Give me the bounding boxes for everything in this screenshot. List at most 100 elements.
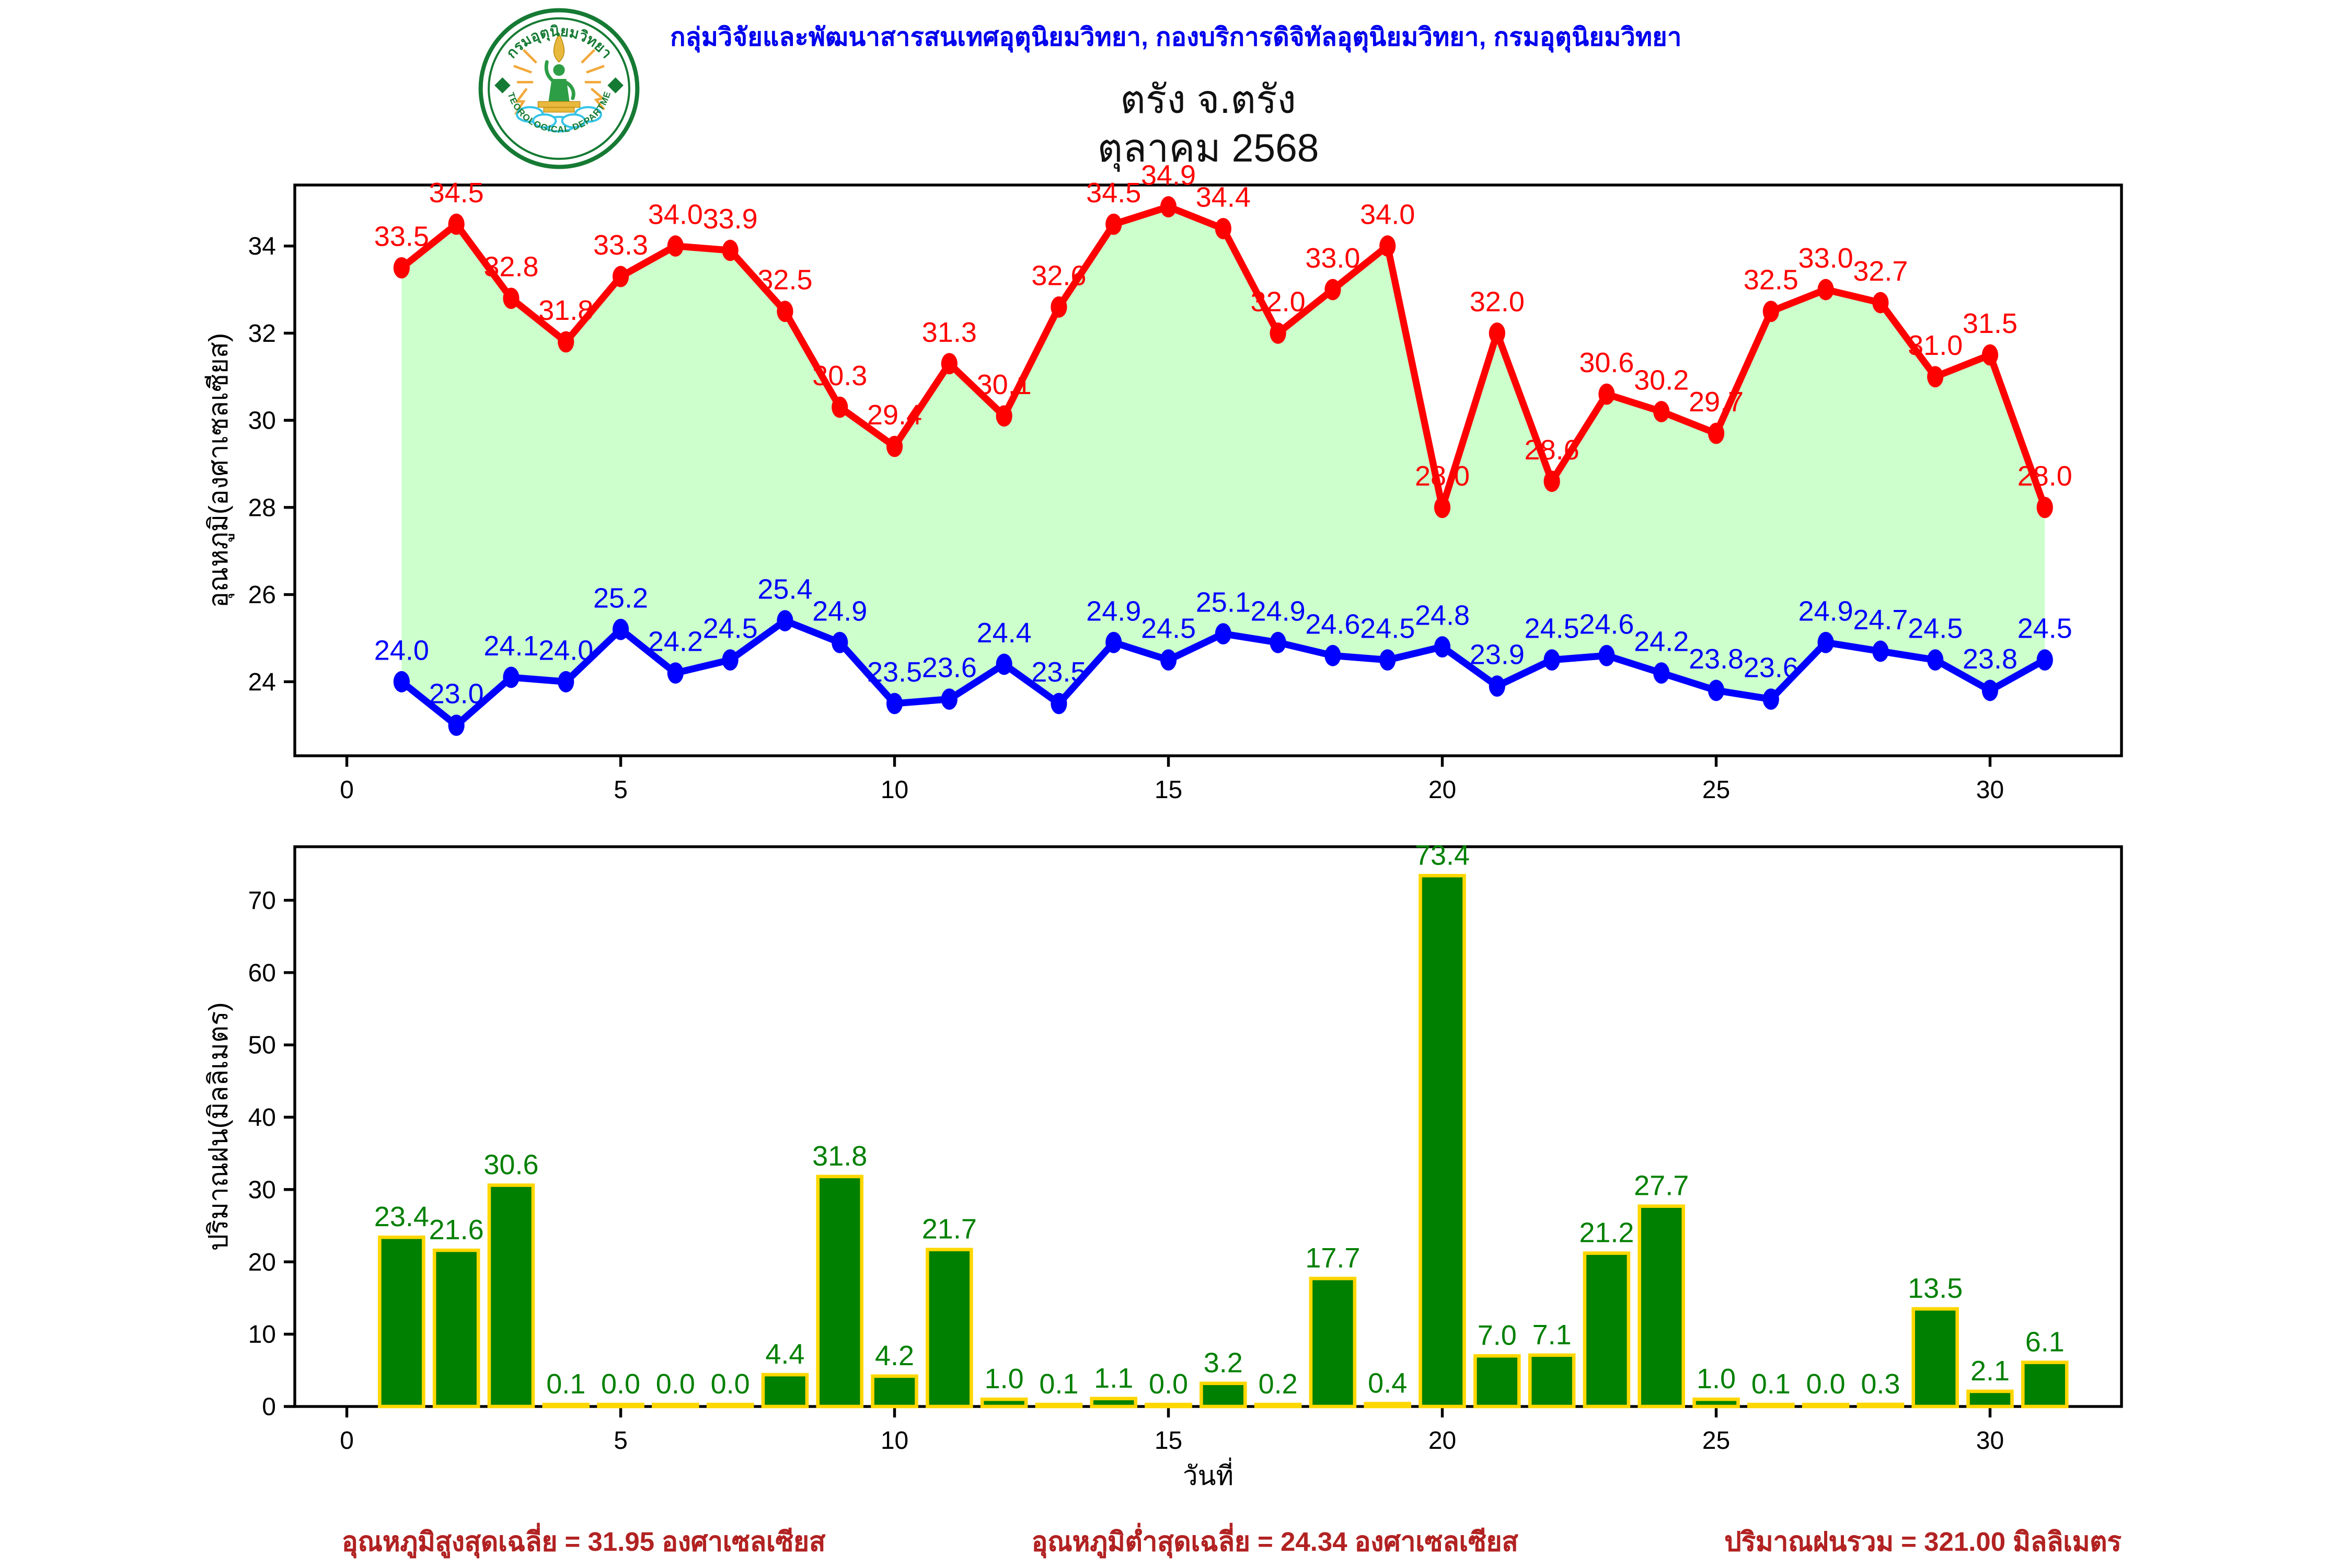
svg-text:30: 30 (1976, 1427, 2004, 1455)
data-label: 23.9 (1470, 639, 1525, 671)
data-point (1708, 422, 1725, 444)
bar (980, 1397, 1028, 1409)
bar-label: 0.0 (711, 1368, 750, 1400)
data-label: 34.5 (429, 177, 484, 209)
svg-text:0: 0 (340, 1427, 354, 1455)
data-point (1434, 497, 1451, 518)
svg-text:10: 10 (248, 1321, 276, 1348)
data-point (558, 671, 574, 693)
svg-text:5: 5 (614, 1427, 628, 1455)
data-label: 33.9 (703, 203, 758, 235)
data-point (2036, 497, 2053, 518)
svg-text:20: 20 (1428, 776, 1456, 804)
data-point (1324, 279, 1341, 301)
data-label: 25.4 (757, 574, 812, 605)
data-label: 23.8 (1963, 643, 2017, 675)
bar (597, 1402, 644, 1409)
data-label: 24.8 (1415, 600, 1470, 631)
data-label: 24.5 (703, 613, 758, 644)
data-point (393, 671, 410, 693)
data-point (1051, 693, 1067, 714)
data-point (1105, 213, 1122, 235)
data-point (1160, 649, 1177, 671)
data-label: 24.9 (1251, 595, 1306, 627)
data-point (1653, 401, 1670, 422)
bar-label: 0.0 (656, 1368, 695, 1400)
data-point (1051, 296, 1067, 318)
data-point (886, 435, 903, 457)
data-point (1379, 235, 1396, 257)
bar-label: 0.1 (1039, 1368, 1078, 1400)
data-point (1762, 301, 1779, 322)
data-label: 24.9 (1086, 595, 1141, 627)
seal-inner-ring (488, 17, 630, 160)
data-point (1215, 623, 1231, 644)
data-label: 23.0 (429, 678, 484, 710)
data-point (996, 405, 1012, 427)
bar (1309, 1276, 1357, 1409)
svg-text:10: 10 (881, 776, 908, 804)
data-label: 30.3 (812, 360, 867, 391)
data-point (1872, 292, 1889, 314)
svg-text:34: 34 (248, 233, 276, 260)
min_temp-series: 24.023.024.1 24.025.224.2 24.525.424.923.5… (374, 574, 2072, 736)
svg-text:15: 15 (1155, 1427, 1182, 1455)
summary-footer: อุณหภูมิสูงสุดเฉลี่ย = 31.95 องศาเซลเซีย… (342, 1521, 2122, 1563)
data-point (1434, 636, 1451, 658)
bar-label: 0.0 (1149, 1368, 1188, 1400)
data-point (996, 653, 1012, 675)
data-point (1598, 383, 1615, 405)
data-label: 32.5 (757, 264, 812, 296)
bar (1911, 1307, 1959, 1409)
data-label: 23.6 (922, 652, 977, 684)
bar (1583, 1251, 1631, 1409)
bar-label: 73.4 (1415, 839, 1470, 871)
data-label: 32.6 (1031, 260, 1086, 291)
data-point (612, 266, 629, 287)
data-label: 34.0 (1360, 199, 1415, 230)
org-line: กลุ่มวิจัยและพัฒนาสารสนเทศอุตุนิยมวิทยา,… (670, 25, 1682, 52)
data-label: 24.2 (648, 626, 703, 658)
data-label: 24.0 (538, 635, 593, 666)
data-point (1598, 644, 1615, 666)
data-point (503, 666, 520, 688)
bar (1692, 1397, 1740, 1409)
bar (1035, 1402, 1083, 1409)
data-label: 34.0 (648, 199, 703, 230)
data-point (1270, 322, 1286, 344)
bar (1364, 1402, 1412, 1409)
deity-icon (537, 32, 581, 113)
svg-text:30: 30 (248, 1176, 276, 1204)
bar (1857, 1402, 1905, 1409)
data-point (558, 331, 574, 353)
data-point (941, 353, 958, 375)
data-label: 30.6 (1579, 347, 1634, 378)
page-subtitle: ตุลาคม 2568 (1097, 127, 1319, 171)
bar-label: 7.0 (1478, 1320, 1517, 1351)
bar-label: 4.2 (875, 1340, 914, 1371)
data-label: 31.0 (1908, 330, 1963, 361)
data-label: 24.6 (1579, 608, 1634, 640)
bar-label: 21.6 (429, 1214, 484, 1246)
bar (432, 1248, 480, 1409)
rain-chart-axes: 0 10 20 30 40 50 60 70 0 5 10 15 20 25 30 ปริมาณฝน(มิลล… (203, 845, 2123, 1491)
data-point (1489, 322, 1505, 344)
bar-label: 0.1 (546, 1368, 585, 1400)
data-label: 32.0 (1251, 286, 1306, 317)
data-point (1160, 196, 1177, 218)
data-point (1762, 688, 1779, 710)
bar (761, 1373, 809, 1409)
rain-total-stat: ปริมาณฝนรวม = 321.00 มิลลิเมตร (1724, 1527, 2122, 1557)
bar-label: 27.7 (1634, 1170, 1689, 1202)
bar-label: 7.1 (1532, 1319, 1572, 1351)
data-label: 33.5 (374, 221, 429, 252)
data-point (1379, 649, 1396, 671)
bar-label: 1.0 (985, 1363, 1024, 1394)
title-block: ตรัง จ.ตรัง ตุลาคม 2568 (295, 77, 2122, 174)
bar (2021, 1361, 2069, 1409)
data-point (1489, 675, 1505, 697)
bar-label: 1.1 (1094, 1363, 1133, 1394)
data-label: 24.1 (483, 630, 538, 662)
bar (542, 1402, 590, 1409)
svg-text:15: 15 (1155, 776, 1182, 804)
